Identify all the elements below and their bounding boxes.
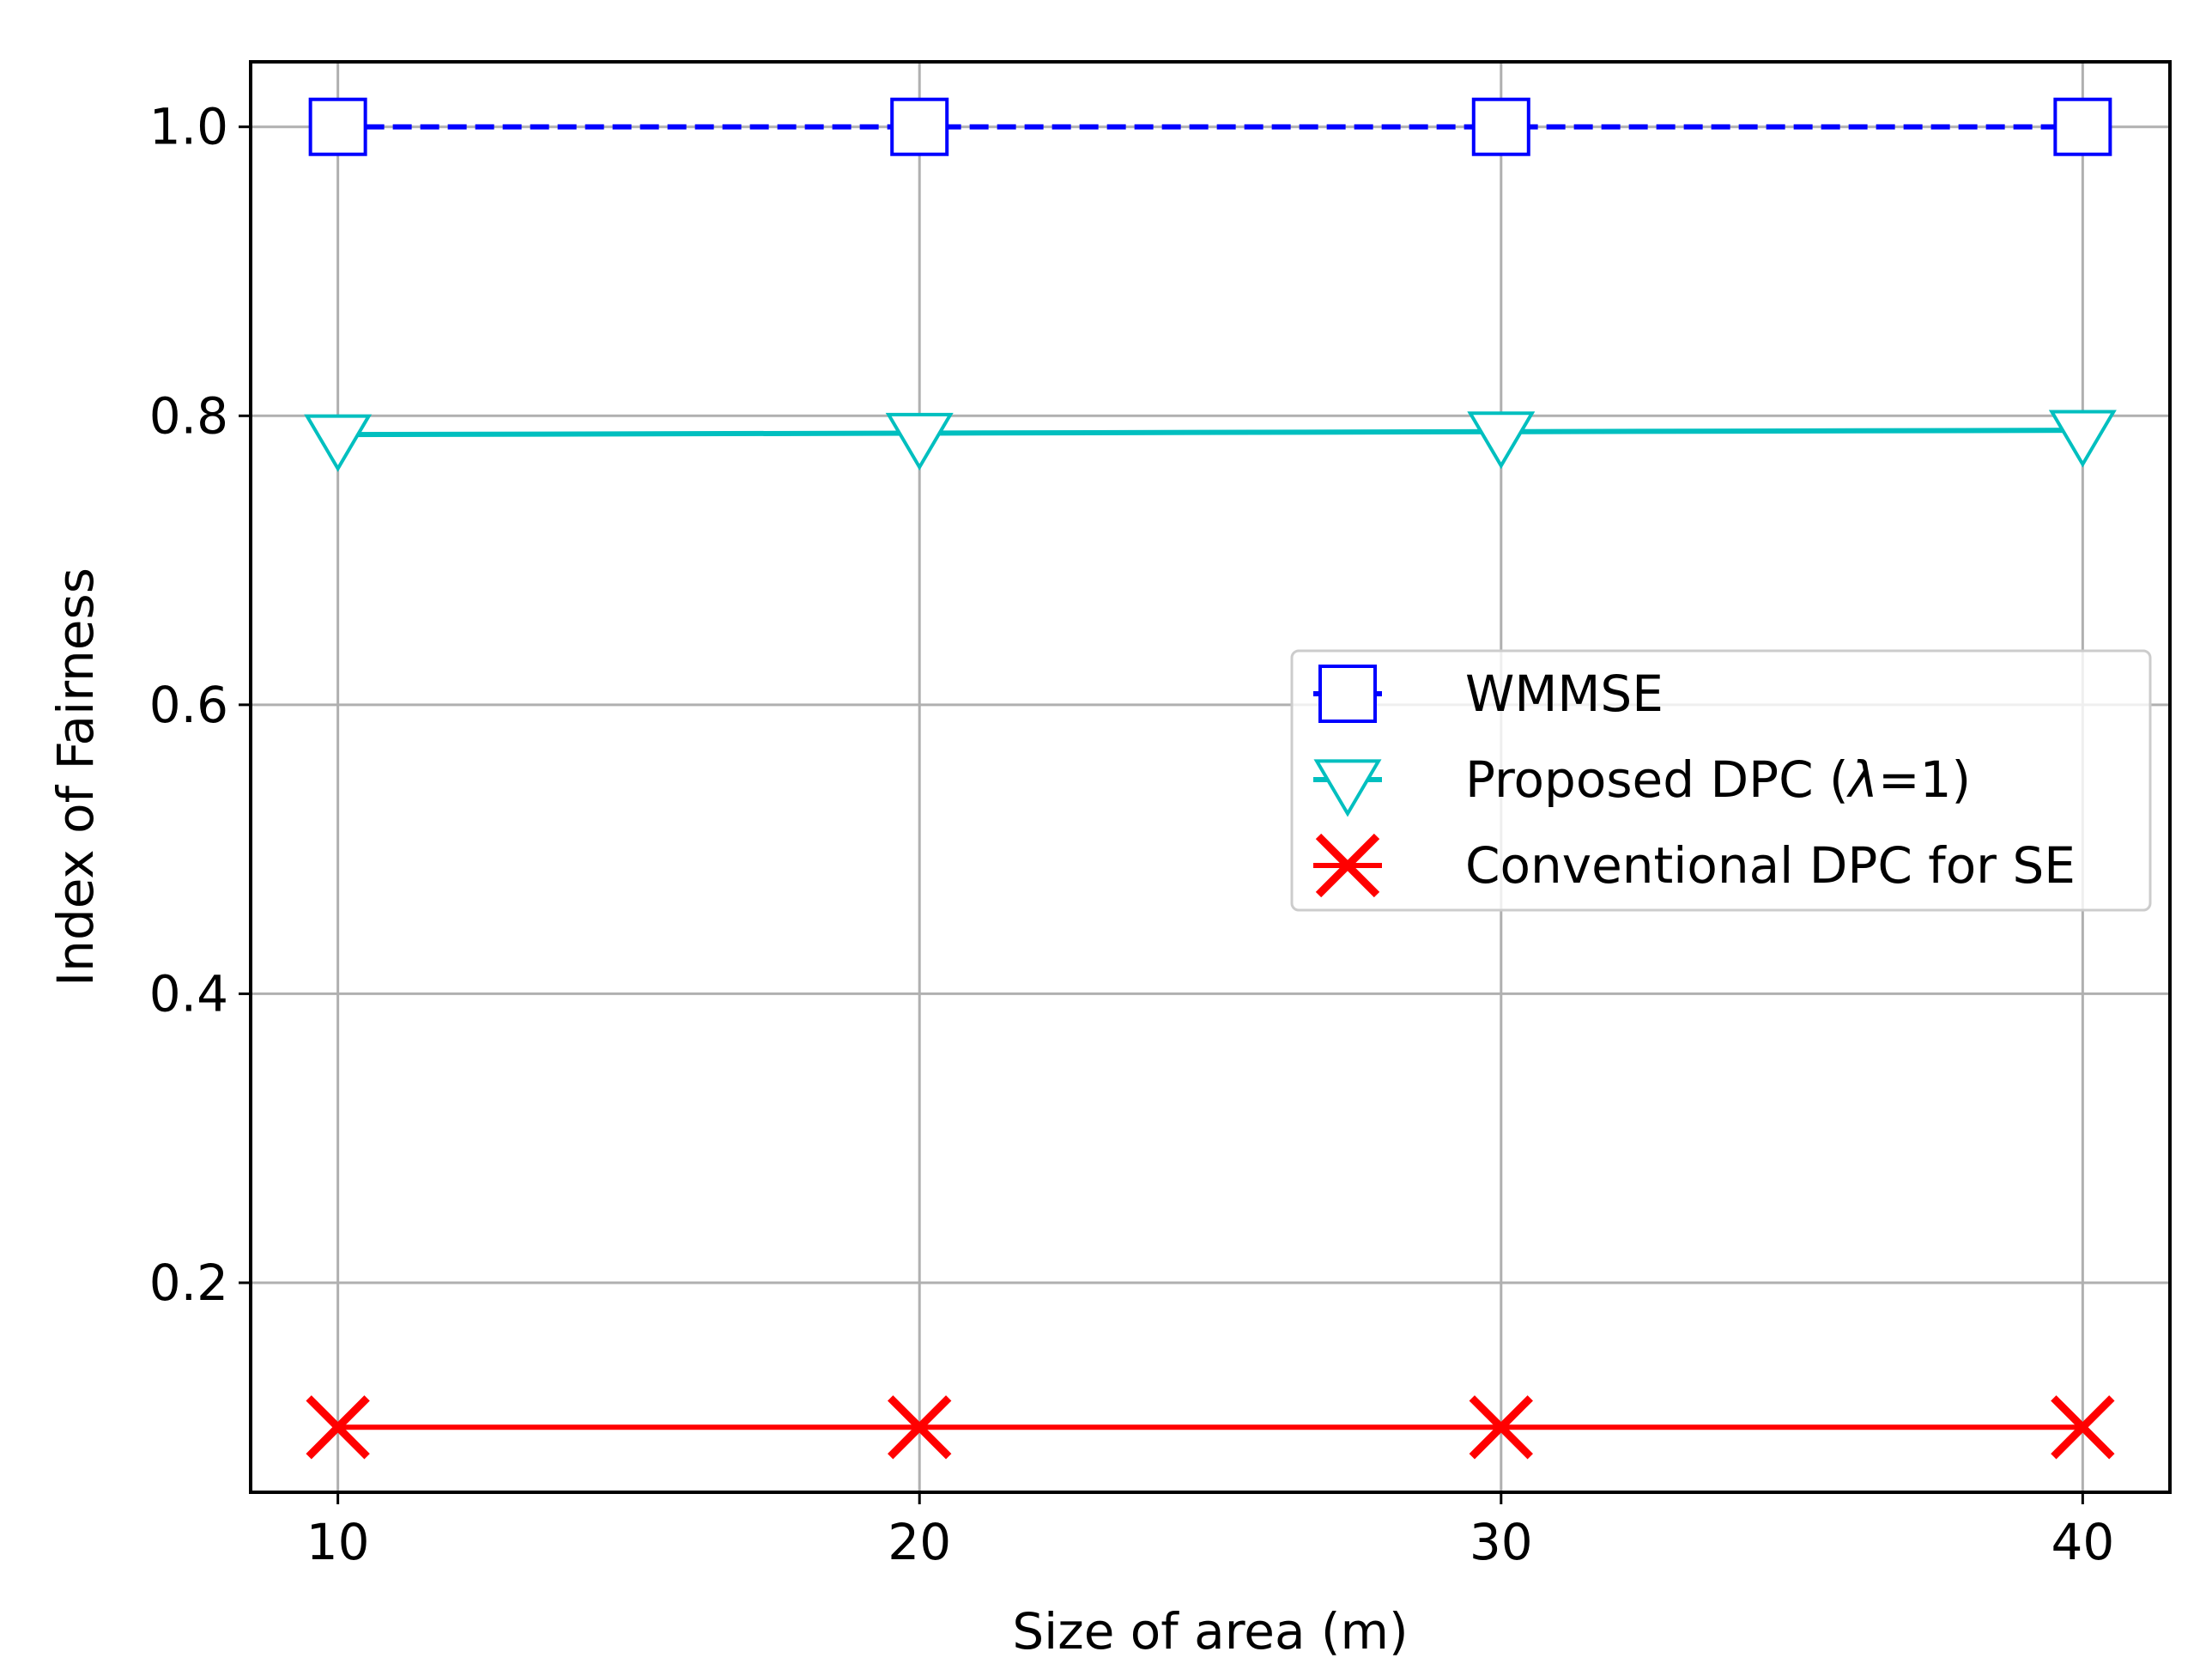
legend-marker-1 (1313, 759, 1382, 817)
x-tick-label-2: 30 (1470, 1513, 1533, 1571)
legend-entry-0: WMMSE (1313, 665, 1664, 723)
legend-label-1: Proposed DPC (λ=1) (1465, 750, 1971, 809)
y-axis-label: Index of Fairness (46, 568, 105, 987)
legend-marker-2 (1315, 833, 1380, 898)
series-0-point-0 (308, 97, 367, 156)
y-tick-label-0: 0.2 (149, 1254, 228, 1312)
series-1-point-1 (885, 412, 954, 471)
series-1 (304, 410, 2117, 472)
series-2 (306, 1395, 2115, 1460)
series-2-point-1 (888, 1395, 952, 1460)
x-tick-label-1: 20 (888, 1513, 951, 1571)
series-2-point-2 (1469, 1395, 1533, 1460)
legend: WMMSE Proposed DPC (λ=1) Conventional DPC … (1290, 649, 2152, 912)
legend-label-2: Conventional DPC for SE (1465, 836, 2076, 895)
y-tick-label-3: 0.8 (149, 386, 228, 445)
x-tick-label-3: 40 (2051, 1513, 2114, 1571)
legend-marker-0 (1318, 665, 1377, 723)
y-tick-label-1: 0.4 (149, 964, 228, 1023)
series-2-point-0 (306, 1395, 370, 1460)
series-1-point-2 (1467, 411, 1536, 470)
y-tick-label-2: 0.6 (149, 676, 228, 734)
y-tick-label-4: 1.0 (149, 98, 228, 156)
legend-label-0: WMMSE (1465, 665, 1664, 723)
legend-box (1290, 649, 2152, 912)
series-0-point-2 (1471, 97, 1530, 156)
series-0-point-3 (2053, 97, 2112, 156)
series-1-point-0 (304, 414, 373, 472)
series-1-point-3 (2048, 410, 2117, 468)
series-0 (308, 97, 2112, 156)
series-layer (304, 97, 2117, 1460)
series-2-point-3 (2051, 1395, 2115, 1460)
x-axis-label: Size of area (m) (1012, 1602, 1408, 1661)
legend-entries: WMMSE Proposed DPC (λ=1) Conventional DPC … (1313, 665, 2076, 898)
legend-entry-1: Proposed DPC (λ=1) (1313, 750, 1971, 817)
ticks: 10 20 30 40 0.2 0.4 0.6 0.8 1.0 (149, 98, 2115, 1571)
series-0-point-1 (890, 97, 949, 156)
series-line-1 (337, 428, 2083, 438)
legend-entry-2: Conventional DPC for SE (1313, 833, 2076, 898)
x-tick-label-0: 10 (306, 1513, 370, 1571)
plot-frame (249, 60, 2172, 1494)
